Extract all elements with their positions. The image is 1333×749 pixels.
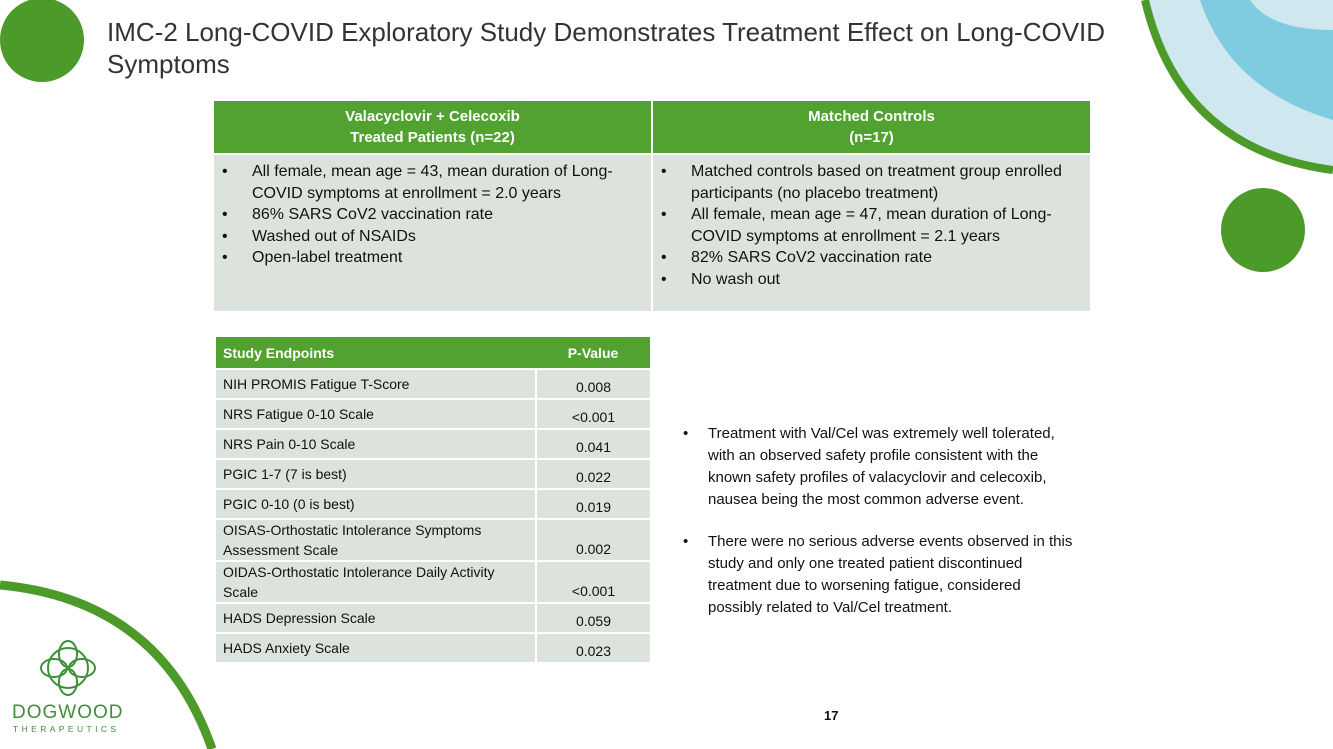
cell: PGIC 0-10 (0 is best) — [216, 489, 537, 520]
bullet: All female, mean age = 47, mean duration… — [661, 204, 1082, 247]
bullet: Washed out of NSAIDs — [222, 226, 643, 248]
heading-line: Matched Controls — [808, 108, 935, 125]
cell: <0.001 — [536, 399, 650, 430]
bullet: Matched controls based on treatment grou… — [661, 161, 1082, 204]
column: Valacyclovir + Celecoxib Treated Patients… — [214, 101, 651, 311]
bullet: Open-label treatment — [222, 247, 643, 269]
cell: OIDAS-Orthostatic Intolerance Daily Acti… — [216, 561, 537, 604]
row: NRS Pain 0-10 Scale 0.041 — [216, 429, 650, 460]
bullet: No wash out — [661, 269, 1082, 291]
circle-decoration — [1221, 188, 1305, 272]
cell: NIH PROMIS Fatigue T-Score — [216, 369, 537, 400]
cell: 0.023 — [536, 633, 650, 664]
heading-line: Treated Patients (n=22) — [350, 129, 515, 146]
header-row: Study Endpoints P-Value — [216, 337, 650, 370]
row: NRS Fatigue 0-10 Scale <0.001 — [216, 399, 650, 430]
cell: PGIC 1-7 (7 is best) — [216, 459, 537, 490]
note: Treatment with Val/Cel was extremely wel… — [683, 423, 1078, 511]
column-body: Matched controls based on treatment grou… — [653, 155, 1090, 311]
row: PGIC 1-7 (7 is best) 0.022 — [216, 459, 650, 490]
bullet: All female, mean age = 43, mean duration… — [222, 161, 643, 204]
header-cell: Study Endpoints — [216, 337, 536, 370]
slide-title: IMC-2 Long-COVID Exploratory Study Demon… — [107, 17, 1106, 79]
cell: NRS Pain 0-10 Scale — [216, 429, 537, 460]
logo-tagline: THERAPEUTICS — [13, 724, 120, 734]
row: NIH PROMIS Fatigue T-Score 0.008 — [216, 369, 650, 400]
cell: 0.002 — [536, 519, 650, 562]
bullet-list: Matched controls based on treatment grou… — [661, 161, 1082, 290]
endpoints-table: Study Endpoints P-Value NIH PROMIS Fatigue… — [216, 337, 650, 664]
cell: 0.041 — [536, 429, 650, 460]
page-number: 17 — [824, 708, 839, 723]
arc-decoration — [1141, 0, 1333, 174]
cell: HADS Anxiety Scale — [216, 633, 537, 664]
cell: <0.001 — [536, 561, 650, 604]
column-heading: Valacyclovir + Celecoxib Treated Patients… — [214, 101, 651, 153]
cell: 0.008 — [536, 369, 650, 400]
cell: OISAS-Orthostatic Intolerance Symptoms A… — [216, 519, 537, 562]
column: Matched Controls (n=17) Matched controls b… — [653, 101, 1090, 311]
note: There were no serious adverse events obs… — [683, 531, 1078, 619]
cell: NRS Fatigue 0-10 Scale — [216, 399, 537, 430]
bullet: 86% SARS CoV2 vaccination rate — [222, 204, 643, 226]
header-cell: P-Value — [536, 337, 650, 370]
bullet: 82% SARS CoV2 vaccination rate — [661, 247, 1082, 269]
logo-mark — [40, 640, 96, 696]
column-heading: Matched Controls (n=17) — [653, 101, 1090, 153]
row: PGIC 0-10 (0 is best) 0.019 — [216, 489, 650, 520]
comparison-table: Valacyclovir + Celecoxib Treated Patients… — [214, 101, 1090, 311]
row: HADS Anxiety Scale 0.023 — [216, 633, 650, 664]
arc-decoration — [0, 580, 217, 749]
bullet-list: All female, mean age = 43, mean duration… — [222, 161, 643, 269]
row: HADS Depression Scale 0.059 — [216, 603, 650, 634]
notes: Treatment with Val/Cel was extremely wel… — [683, 423, 1078, 639]
cell: 0.059 — [536, 603, 650, 634]
photo-placeholder — [1200, 0, 1333, 120]
cell: 0.019 — [536, 489, 650, 520]
heading-line: Valacyclovir + Celecoxib — [345, 108, 520, 125]
row: OISAS-Orthostatic Intolerance Symptoms A… — [216, 519, 650, 562]
column-body: All female, mean age = 43, mean duration… — [214, 155, 651, 311]
circle-decoration — [0, 0, 84, 82]
heading-line: (n=17) — [849, 129, 894, 146]
cell: 0.022 — [536, 459, 650, 490]
row: OIDAS-Orthostatic Intolerance Daily Acti… — [216, 561, 650, 604]
cell: HADS Depression Scale — [216, 603, 537, 634]
logo-name: DOGWOOD — [12, 702, 124, 723]
